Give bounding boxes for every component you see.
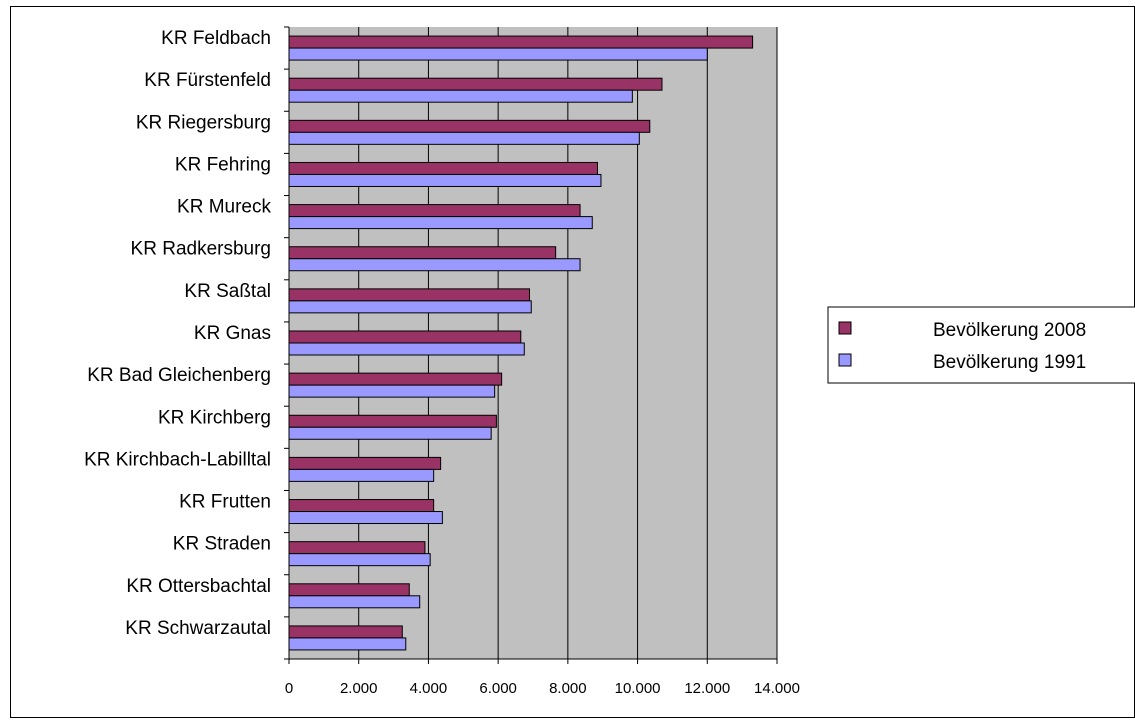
x-tick-label: 8.000 — [549, 680, 587, 697]
legend-label: Bevölkerung 1991 — [933, 352, 1086, 373]
bar-1991 — [288, 511, 443, 525]
bar-2008 — [288, 625, 403, 639]
bar-2008 — [288, 541, 426, 555]
bar-1991 — [288, 47, 708, 61]
bar-1991 — [288, 426, 492, 440]
bar-2008 — [288, 499, 435, 513]
x-tick-label: 2.000 — [340, 680, 378, 697]
bar-2008 — [288, 456, 442, 470]
bar-2008 — [288, 246, 557, 260]
category-label: KR Saßtal — [184, 281, 271, 302]
x-tick-label: 10.000 — [615, 680, 661, 697]
category-label: KR Fürstenfeld — [144, 70, 271, 91]
bar-2008 — [288, 414, 497, 428]
x-tick-label: 12.000 — [684, 680, 730, 697]
bar-2008 — [288, 161, 598, 175]
category-label: KR Straden — [173, 534, 271, 555]
bar-1991 — [288, 258, 581, 272]
legend-swatch — [838, 321, 852, 335]
bar-2008 — [288, 204, 581, 218]
category-label: KR Kirchberg — [158, 407, 271, 428]
category-label: KR Kirchbach-Labilltal — [84, 449, 271, 470]
legend — [827, 306, 1135, 384]
category-label: KR Fehring — [175, 154, 271, 175]
category-label: KR Gnas — [194, 323, 271, 344]
category-label: KR Riegersburg — [136, 112, 271, 133]
bar-1991 — [288, 595, 421, 609]
category-label: KR Mureck — [177, 197, 271, 218]
bar-2008 — [288, 35, 754, 49]
bar-1991 — [288, 553, 431, 567]
bar-1991 — [288, 216, 593, 230]
legend-label: Bevölkerung 2008 — [933, 320, 1086, 341]
category-label: KR Radkersburg — [131, 239, 271, 260]
bar-1991 — [288, 131, 640, 145]
bar-1991 — [288, 89, 633, 103]
x-tick-label: 6.000 — [479, 680, 517, 697]
legend-swatch — [838, 353, 852, 367]
category-label: KR Schwarzautal — [125, 618, 271, 639]
x-tick-label: 0 — [285, 680, 293, 697]
bar-1991 — [288, 637, 407, 651]
x-tick-label: 14.000 — [754, 680, 800, 697]
bar-2008 — [288, 330, 522, 344]
category-label: KR Feldbach — [161, 28, 271, 49]
category-label: KR Ottersbachtal — [126, 576, 271, 597]
bar-2008 — [288, 372, 503, 386]
bar-1991 — [288, 342, 525, 356]
bar-1991 — [288, 300, 532, 314]
bar-1991 — [288, 384, 496, 398]
bar-2008 — [288, 583, 410, 597]
bar-1991 — [288, 173, 602, 187]
category-label: KR Frutten — [179, 492, 271, 513]
bar-2008 — [288, 119, 651, 133]
bar-2008 — [288, 288, 531, 302]
bar-2008 — [288, 77, 663, 91]
category-label: KR Bad Gleichenberg — [87, 365, 271, 386]
x-tick-label: 4.000 — [410, 680, 448, 697]
bar-1991 — [288, 468, 435, 482]
